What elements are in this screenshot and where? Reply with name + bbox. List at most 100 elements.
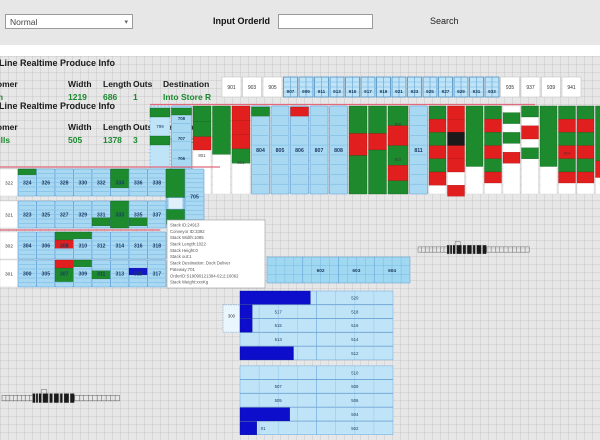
- svg-text:516: 516: [351, 323, 359, 328]
- svg-text:603: 603: [352, 268, 360, 274]
- svg-text:310: 310: [78, 244, 87, 250]
- svg-text:331: 331: [97, 213, 106, 219]
- svg-text:507: 507: [275, 384, 283, 389]
- svg-text:Stack Destination: Dock Deliv: Stack Destination: Dock Deliver: [170, 261, 231, 266]
- svg-text:804: 804: [256, 148, 265, 154]
- svg-text:708: 708: [178, 116, 186, 121]
- svg-text:518: 518: [351, 309, 359, 314]
- svg-text:933: 933: [488, 89, 496, 94]
- svg-text:326: 326: [41, 181, 50, 187]
- svg-text:801: 801: [198, 153, 206, 158]
- svg-text:Stack Width:1085: Stack Width:1085: [170, 235, 204, 240]
- svg-text:805: 805: [276, 148, 285, 154]
- svg-text:Stack ID:24913: Stack ID:24913: [170, 223, 200, 228]
- svg-text:706: 706: [178, 156, 186, 161]
- svg-text:OrderID:S19090121394-02;2;1606: OrderID:S19090121394-02;2;16062: [170, 273, 239, 278]
- svg-text:811: 811: [414, 148, 422, 154]
- svg-text:337: 337: [152, 213, 161, 219]
- svg-text:324: 324: [23, 181, 32, 187]
- svg-text:506: 506: [351, 398, 359, 403]
- svg-text:Stack Weight:xxxKg: Stack Weight:xxxKg: [170, 280, 209, 285]
- svg-text:335: 335: [134, 213, 143, 219]
- svg-text:510: 510: [351, 370, 359, 375]
- svg-text:903: 903: [248, 85, 257, 91]
- svg-text:935: 935: [506, 85, 515, 91]
- svg-text:810: 810: [395, 121, 402, 126]
- svg-text:309: 309: [78, 272, 87, 278]
- svg-text:322: 322: [5, 181, 13, 187]
- svg-text:334: 334: [115, 181, 124, 187]
- svg-text:307: 307: [60, 272, 69, 278]
- svg-text:305: 305: [41, 272, 50, 278]
- svg-text:Stack Length:1022: Stack Length:1022: [170, 242, 206, 247]
- svg-text:901: 901: [227, 85, 236, 91]
- svg-text:941: 941: [567, 85, 576, 91]
- svg-text:329: 329: [78, 213, 87, 219]
- svg-text:911: 911: [318, 89, 326, 94]
- svg-text:332: 332: [97, 181, 106, 187]
- svg-text:602: 602: [317, 268, 325, 274]
- svg-text:504: 504: [351, 412, 359, 417]
- svg-text:505: 505: [275, 398, 283, 403]
- svg-text:513: 513: [275, 337, 283, 342]
- svg-text:915: 915: [349, 89, 357, 94]
- svg-text:306: 306: [41, 244, 50, 250]
- svg-text:321: 321: [5, 213, 13, 219]
- svg-text:330: 330: [78, 181, 87, 187]
- svg-text:314: 314: [115, 244, 124, 250]
- svg-text:807: 807: [315, 148, 324, 154]
- svg-text:919: 919: [380, 89, 388, 94]
- svg-text:811: 811: [395, 157, 402, 162]
- svg-text:Stack Height:0: Stack Height:0: [170, 248, 199, 253]
- svg-text:316: 316: [134, 244, 143, 250]
- svg-text:318: 318: [152, 244, 161, 250]
- svg-text:517: 517: [275, 309, 283, 314]
- svg-text:313: 313: [115, 272, 124, 278]
- svg-text:302: 302: [5, 244, 13, 250]
- svg-text:814: 814: [564, 150, 571, 155]
- svg-text:508: 508: [351, 384, 359, 389]
- svg-text:929: 929: [457, 89, 465, 94]
- svg-text:907: 907: [287, 89, 295, 94]
- svg-text:312: 312: [97, 244, 106, 250]
- svg-text:514: 514: [351, 337, 359, 342]
- svg-text:905: 905: [268, 85, 277, 91]
- svg-text:705: 705: [190, 195, 199, 201]
- svg-text:937: 937: [526, 85, 535, 91]
- svg-text:300: 300: [228, 314, 236, 319]
- svg-text:502: 502: [351, 426, 359, 431]
- svg-text:921: 921: [395, 89, 403, 94]
- svg-text:909: 909: [302, 89, 310, 94]
- svg-text:515: 515: [275, 323, 283, 328]
- svg-text:923: 923: [411, 89, 419, 94]
- svg-text:317: 317: [152, 272, 161, 278]
- svg-text:325: 325: [41, 213, 50, 219]
- svg-text:01: 01: [261, 426, 266, 431]
- svg-text:328: 328: [60, 181, 69, 187]
- svg-text:808: 808: [334, 148, 343, 154]
- svg-text:803: 803: [237, 160, 245, 165]
- svg-text:799: 799: [156, 124, 164, 129]
- svg-text:301: 301: [5, 272, 13, 278]
- svg-text:300: 300: [23, 272, 32, 278]
- svg-text:333: 333: [115, 213, 124, 219]
- svg-text:338: 338: [152, 181, 161, 187]
- svg-text:925: 925: [426, 89, 434, 94]
- svg-text:520: 520: [351, 295, 359, 300]
- svg-text:917: 917: [364, 89, 372, 94]
- svg-text:707: 707: [178, 136, 186, 141]
- svg-text:Pateway:701: Pateway:701: [170, 267, 195, 272]
- svg-text:311: 311: [97, 272, 105, 278]
- svg-text:939: 939: [547, 85, 556, 91]
- svg-text:336: 336: [134, 181, 143, 187]
- svg-text:913: 913: [333, 89, 341, 94]
- svg-text:315: 315: [134, 272, 143, 278]
- svg-text:931: 931: [473, 89, 481, 94]
- svg-text:806: 806: [295, 148, 304, 154]
- svg-text:323: 323: [23, 213, 32, 219]
- svg-text:Conveyor ID:3392: Conveyor ID:3392: [170, 229, 205, 234]
- svg-text:304: 304: [23, 244, 32, 250]
- svg-text:327: 327: [60, 213, 69, 219]
- svg-text:604: 604: [388, 268, 396, 274]
- svg-text:512: 512: [351, 351, 359, 356]
